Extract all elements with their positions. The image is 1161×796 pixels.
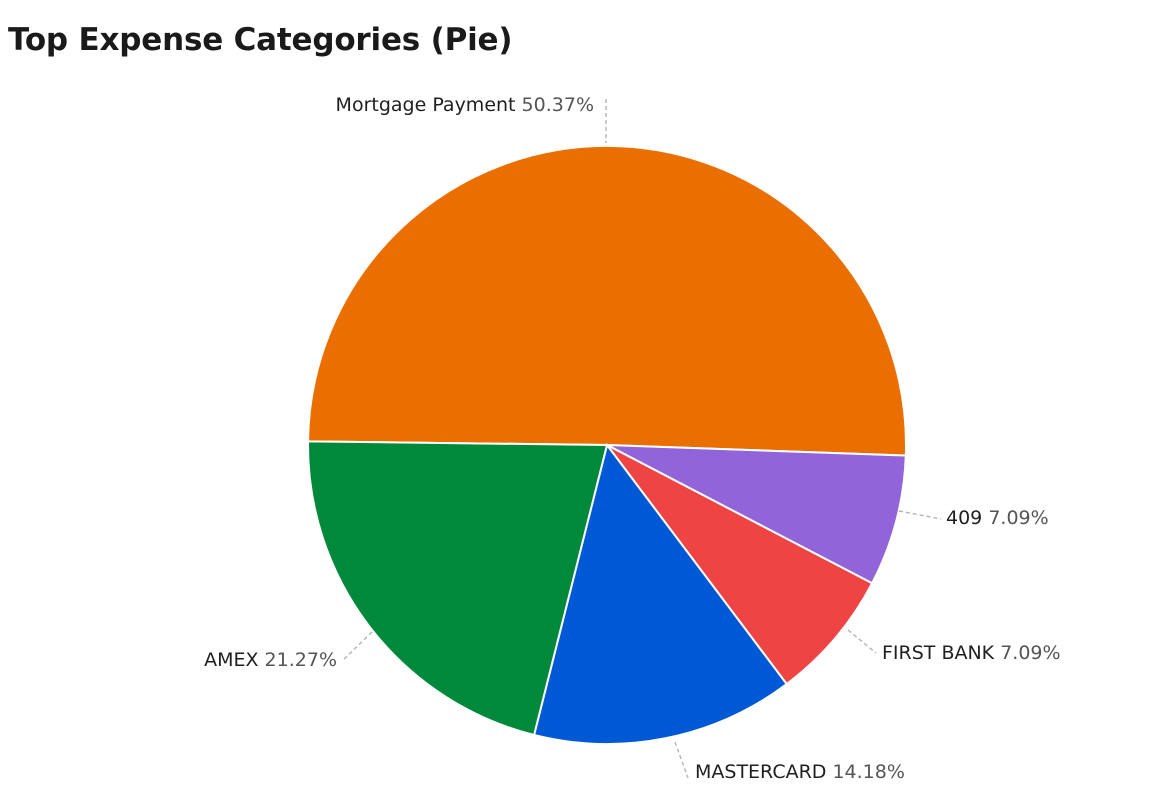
leader-line xyxy=(898,510,942,520)
leader-line xyxy=(342,631,373,661)
pie-slice-first-bank[interactable] xyxy=(606,444,874,686)
slice-label: FIRST BANK 7.09% xyxy=(882,642,1061,664)
pie-slice-amex[interactable] xyxy=(307,440,609,737)
pie-slice-409[interactable] xyxy=(606,444,907,585)
slice-label-percent: 7.09% xyxy=(988,507,1048,529)
pie-slice-mortgage-payment[interactable] xyxy=(307,144,907,457)
slice-label-name: MASTERCARD xyxy=(695,761,832,783)
pie-slice-mastercard[interactable] xyxy=(532,442,789,745)
leader-line xyxy=(847,629,877,654)
slice-label-name: AMEX xyxy=(204,649,264,671)
chart-title: Top Expense Categories (Pie) xyxy=(8,22,513,58)
slice-label: AMEX 21.27% xyxy=(204,649,337,671)
pie-slices xyxy=(307,144,907,745)
slice-label-percent: 21.27% xyxy=(265,649,337,671)
slice-label-percent: 7.09% xyxy=(1000,642,1060,664)
slice-label: Mortgage Payment 50.37% xyxy=(336,94,594,116)
leader-line xyxy=(674,741,689,779)
slice-label-percent: 50.37% xyxy=(522,94,594,116)
slice-label-percent: 14.18% xyxy=(832,761,904,783)
slice-label-name: Mortgage Payment xyxy=(336,94,522,116)
slice-label: MASTERCARD 14.18% xyxy=(695,761,905,783)
slice-label-name: FIRST BANK xyxy=(882,642,1000,664)
slice-label: 409 7.09% xyxy=(946,507,1049,529)
slice-label-name: 409 xyxy=(946,507,988,529)
pie-labels: Mortgage Payment 50.37%409 7.09%FIRST BA… xyxy=(204,94,1060,783)
